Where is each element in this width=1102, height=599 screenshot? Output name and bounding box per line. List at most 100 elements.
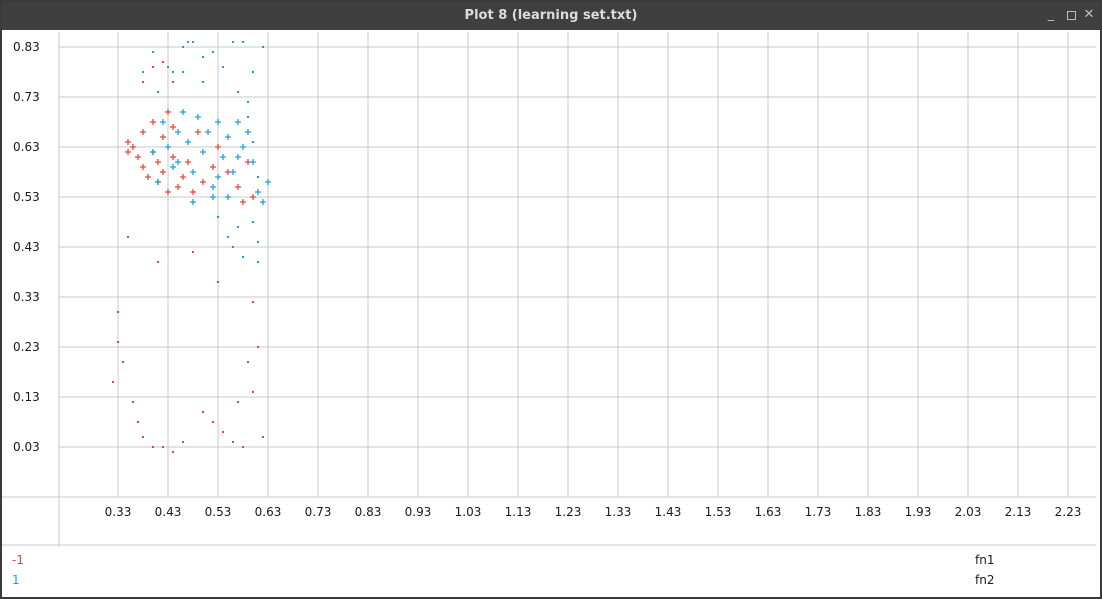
maximize-button[interactable] bbox=[1064, 8, 1078, 22]
data-point-pos bbox=[182, 71, 184, 73]
data-marker-pos bbox=[250, 159, 256, 165]
x-tick-label: 0.43 bbox=[155, 505, 182, 519]
y-tick-label: 0.23 bbox=[13, 340, 40, 354]
data-marker-neg bbox=[140, 129, 146, 135]
x-tick-label: 1.53 bbox=[705, 505, 732, 519]
data-point-pos bbox=[232, 246, 234, 248]
data-marker-neg bbox=[185, 159, 191, 165]
legend-class-neg: -1 bbox=[12, 553, 24, 567]
data-point-neg bbox=[112, 381, 114, 383]
data-marker-neg bbox=[210, 164, 216, 170]
data-point-pos bbox=[257, 261, 259, 263]
data-point-neg bbox=[142, 81, 144, 83]
data-marker-pos bbox=[235, 119, 241, 125]
data-marker-neg bbox=[170, 154, 176, 160]
y-tick-label: 0.63 bbox=[13, 140, 40, 154]
window-title: Plot 8 (learning set.txt) bbox=[464, 8, 638, 23]
data-marker-pos bbox=[175, 129, 181, 135]
legend-feature-2: fn2 bbox=[975, 573, 995, 587]
data-marker-neg bbox=[135, 154, 141, 160]
y-tick-label: 0.33 bbox=[13, 290, 40, 304]
minimize-button[interactable]: _ bbox=[1044, 8, 1058, 22]
data-marker-neg bbox=[145, 174, 151, 180]
data-point-pos bbox=[262, 46, 264, 48]
data-point-neg bbox=[262, 436, 264, 438]
data-marker-pos bbox=[215, 174, 221, 180]
data-point-neg bbox=[172, 451, 174, 453]
y-tick-label: 0.83 bbox=[13, 40, 40, 54]
x-tick-label: 1.23 bbox=[555, 505, 582, 519]
data-marker-pos bbox=[215, 119, 221, 125]
data-point-pos bbox=[187, 41, 189, 43]
data-marker-pos bbox=[225, 194, 231, 200]
data-point-neg bbox=[162, 446, 164, 448]
y-tick-label: 0.43 bbox=[13, 240, 40, 254]
data-point-pos bbox=[167, 66, 169, 68]
data-marker-pos bbox=[190, 199, 196, 205]
data-point-neg bbox=[237, 401, 239, 403]
x-tick-label: 0.53 bbox=[205, 505, 232, 519]
data-marker-neg bbox=[140, 164, 146, 170]
data-point-neg bbox=[192, 251, 194, 253]
data-point-pos bbox=[152, 51, 154, 53]
data-point-neg bbox=[247, 361, 249, 363]
data-marker-pos bbox=[170, 164, 176, 170]
data-marker-neg bbox=[215, 144, 221, 150]
data-point-pos bbox=[242, 256, 244, 258]
x-tick-label: 0.73 bbox=[305, 505, 332, 519]
data-marker-neg bbox=[155, 159, 161, 165]
close-icon: ✕ bbox=[1083, 7, 1095, 22]
legend-class-pos-label: 1 bbox=[12, 573, 20, 587]
data-point-pos bbox=[192, 41, 194, 43]
data-marker-pos bbox=[175, 159, 181, 165]
data-point-pos bbox=[252, 141, 254, 143]
data-point-neg bbox=[252, 391, 254, 393]
data-point-neg bbox=[152, 66, 154, 68]
data-point-pos bbox=[217, 216, 219, 218]
window-titlebar[interactable]: Plot 8 (learning set.txt) _ ✕ bbox=[2, 2, 1100, 30]
data-point-pos bbox=[242, 41, 244, 43]
data-point-neg bbox=[152, 446, 154, 448]
data-marker-pos bbox=[235, 154, 241, 160]
data-marker-neg bbox=[170, 124, 176, 130]
data-point-pos bbox=[157, 91, 159, 93]
data-point-neg bbox=[122, 361, 124, 363]
legend-feature-1: fn1 bbox=[975, 553, 995, 567]
data-marker-pos bbox=[265, 179, 271, 185]
data-marker-pos bbox=[210, 194, 216, 200]
data-point-pos bbox=[212, 51, 214, 53]
data-marker-neg bbox=[235, 184, 241, 190]
x-tick-label: 1.83 bbox=[855, 505, 882, 519]
legend-class-pos: 1 bbox=[12, 573, 20, 587]
data-marker-neg bbox=[200, 179, 206, 185]
data-point-pos bbox=[252, 221, 254, 223]
x-tick-label: 1.13 bbox=[505, 505, 532, 519]
data-point-pos bbox=[247, 101, 249, 103]
data-marker-pos bbox=[225, 134, 231, 140]
data-marker-neg bbox=[125, 139, 131, 145]
data-point-neg bbox=[222, 431, 224, 433]
x-tick-label: 2.13 bbox=[1005, 505, 1032, 519]
data-point-pos bbox=[232, 41, 234, 43]
data-marker-pos bbox=[210, 184, 216, 190]
data-marker-pos bbox=[185, 139, 191, 145]
y-tick-label: 0.73 bbox=[13, 90, 40, 104]
x-tick-label: 2.23 bbox=[1055, 505, 1082, 519]
data-marker-neg bbox=[240, 199, 246, 205]
data-point-neg bbox=[232, 441, 234, 443]
data-point-pos bbox=[252, 71, 254, 73]
data-point-neg bbox=[182, 441, 184, 443]
data-marker-neg bbox=[150, 119, 156, 125]
x-tick-label: 1.93 bbox=[905, 505, 932, 519]
data-point-neg bbox=[127, 236, 129, 238]
close-button[interactable]: ✕ bbox=[1082, 8, 1096, 22]
data-marker-neg bbox=[165, 189, 171, 195]
data-marker-neg bbox=[160, 134, 166, 140]
x-tick-label: 0.83 bbox=[355, 505, 382, 519]
data-point-pos bbox=[172, 71, 174, 73]
data-point-pos bbox=[257, 176, 259, 178]
data-point-pos bbox=[142, 71, 144, 73]
data-point-neg bbox=[242, 446, 244, 448]
minimize-icon: _ bbox=[1047, 7, 1055, 22]
